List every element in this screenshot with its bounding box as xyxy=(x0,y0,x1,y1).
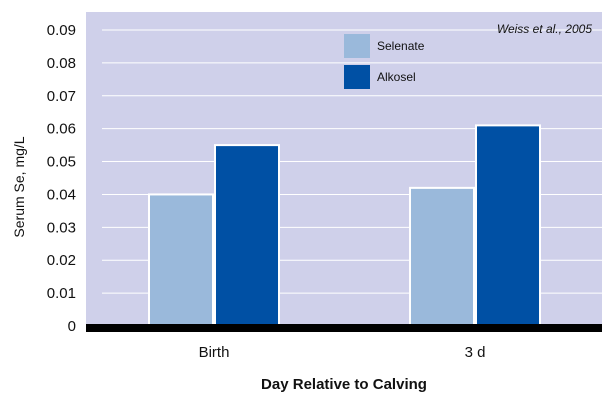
legend-label-alkosel: Alkosel xyxy=(377,70,416,84)
y-tick-label: 0.06 xyxy=(47,121,76,138)
x-tick-label: Birth xyxy=(199,344,230,361)
citation-annotation: Weiss et al., 2005 xyxy=(497,22,592,36)
y-tick-label: 0.01 xyxy=(47,285,76,302)
y-tick-label: 0.03 xyxy=(47,219,76,236)
legend-label-selenate: Selenate xyxy=(377,39,425,53)
bar-selenate-1 xyxy=(409,186,475,327)
y-tick-labels: 0 0.01 0.02 0.03 0.04 0.05 0.06 0.07 0.08 0.09 xyxy=(47,22,76,335)
y-tick-label: 0.02 xyxy=(47,252,76,269)
y-tick-label: 0.05 xyxy=(47,154,76,171)
bars xyxy=(148,124,541,327)
bar-alkosel-0 xyxy=(214,144,280,327)
x-tick-label: 3 d xyxy=(465,344,486,361)
legend: Selenate Alkosel xyxy=(344,34,425,89)
x-axis-title: Day Relative to Calving xyxy=(261,376,427,393)
y-tick-label: 0.04 xyxy=(47,186,76,203)
x-tick-labels: Birth 3 d xyxy=(199,344,486,361)
bar-selenate-0 xyxy=(148,193,214,327)
x-axis-baseline xyxy=(86,324,602,332)
y-tick-label: 0.07 xyxy=(47,88,76,105)
y-tick-label: 0 xyxy=(68,318,76,335)
y-tick-label: 0.09 xyxy=(47,22,76,39)
legend-swatch-selenate xyxy=(344,34,370,58)
legend-swatch-alkosel xyxy=(344,65,370,89)
y-tick-label: 0.08 xyxy=(47,55,76,72)
bar-alkosel-1 xyxy=(475,124,541,327)
y-axis-title: Serum Se, mg/L xyxy=(11,136,27,237)
